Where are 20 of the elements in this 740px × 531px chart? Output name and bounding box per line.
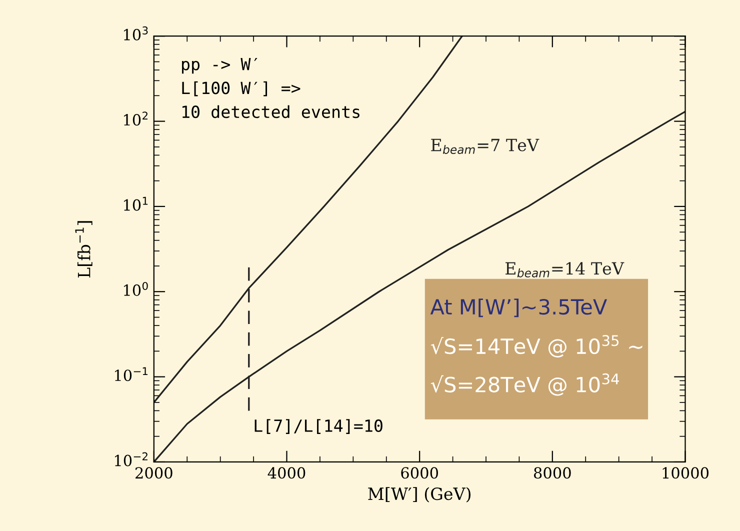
x-tick-label: 4000 <box>268 467 306 479</box>
x-axis-title: M[W′] (GeV) <box>368 487 471 502</box>
x-tick-label: 8000 <box>534 467 571 479</box>
x-tick-label: 6000 <box>401 467 438 479</box>
y-tick-label: 10$^{−1}$ <box>115 367 148 382</box>
y-tick-label: 10$^{3}$ <box>124 26 148 40</box>
y-tick-label: 10$^{0}$ <box>124 282 148 296</box>
annotation: L[7]/L[14]=10 <box>254 419 382 434</box>
y-tick-label: 10$^{2}$ <box>124 112 148 126</box>
y-tick-label: 10$^{−2}$ <box>115 452 148 466</box>
y-tick-label: 10$^{1}$ <box>124 196 148 211</box>
text: E$_{beam}$=14 TeV <box>506 262 624 278</box>
annotation: At M[W’]~3.5TeV <box>430 298 608 318</box>
x-tick-label: 2000 <box>136 467 172 479</box>
annotation: √S=14TeV @ 10$^{35}$ ~ <box>430 335 642 358</box>
annotation: pp -> W′ L[100 W′] => 10 detected events <box>182 58 360 118</box>
y-axis-title: L[fb$^{−1}$] <box>75 221 92 278</box>
text: E$_{beam}$=7 TeV <box>431 138 540 154</box>
annotation: √S=28TeV @ 10$^{34}$ <box>430 373 619 396</box>
x-tick-label: 10000 <box>662 467 709 479</box>
